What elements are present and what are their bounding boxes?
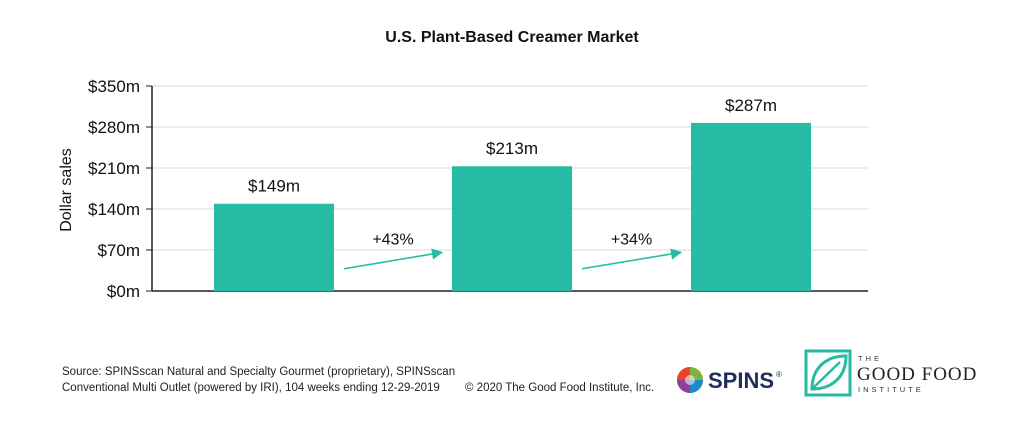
bar-data-label: $287m — [725, 96, 777, 115]
y-tick-label: $140m — [88, 200, 140, 219]
spins-logo: SPINS ® — [677, 367, 782, 393]
growth-arrow — [343, 248, 444, 270]
copyright-text: © 2020 The Good Food Institute, Inc. — [465, 382, 654, 394]
y-tick-label: $280m — [88, 118, 140, 137]
spins-globe-icon — [677, 367, 703, 393]
data-labels: $149m $213m $287m — [248, 96, 777, 196]
gfi-logo: THE GOOD FOOD INSTITUTE — [804, 349, 977, 397]
growth-label: +34% — [611, 231, 652, 248]
spins-wordmark: SPINS — [708, 368, 774, 393]
growth-annotations: +43% +34% — [343, 231, 683, 270]
bar — [691, 122, 811, 292]
source-line-2: Conventional Multi Outlet (powered by IR… — [62, 382, 440, 394]
gfi-leaf-icon — [804, 349, 852, 397]
gfi-name: GOOD FOOD — [857, 364, 977, 385]
bar — [214, 203, 334, 291]
y-tick-label: $350m — [88, 77, 140, 96]
spins-registered-mark: ® — [776, 370, 782, 379]
y-tick-label: $210m — [88, 159, 140, 178]
bar-data-label: $149m — [248, 177, 300, 196]
bars — [214, 122, 811, 292]
source-line-1: Source: SPINSscan Natural and Specialty … — [62, 366, 455, 378]
y-tick-label: $0m — [107, 282, 140, 301]
gfi-the: THE — [858, 354, 882, 363]
gfi-institute: INSTITUTE — [858, 385, 924, 394]
y-axis-label: Dollar sales — [58, 148, 75, 232]
growth-arrow — [581, 248, 683, 270]
growth-label: +43% — [372, 231, 413, 248]
y-tick-label: $70m — [97, 241, 140, 260]
bar-data-label: $213m — [486, 139, 538, 158]
bar — [452, 166, 572, 291]
chart-title: U.S. Plant-Based Creamer Market — [385, 29, 639, 46]
